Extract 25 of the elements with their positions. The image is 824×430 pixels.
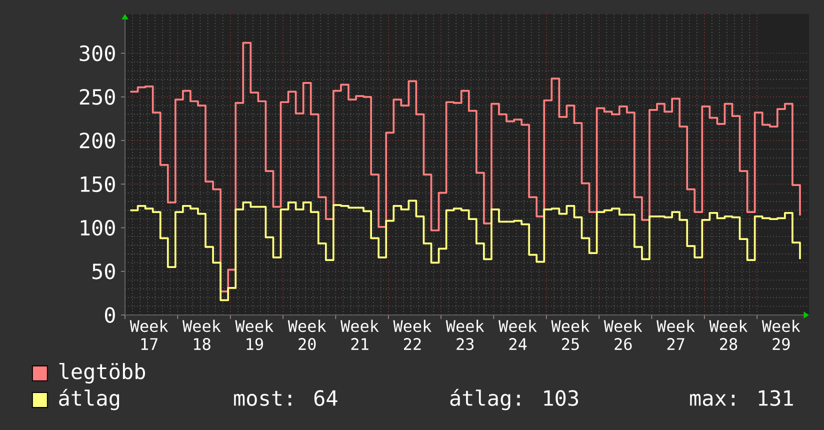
text: átlag: 103 [450, 388, 578, 410]
legend-label: átlag [59, 388, 120, 410]
y-tick-label: 200 [80, 132, 115, 148]
legend-label: legtöbb [59, 362, 146, 384]
x-tick-label: Week 17 [130, 320, 168, 350]
x-tick-label: Week 23 [446, 320, 484, 350]
y-tick-label: 300 [80, 45, 115, 62]
x-tick-label: Week 21 [340, 320, 379, 350]
x-tick-label: Week 24 [498, 320, 537, 350]
x-tick-label: Week 20 [288, 320, 326, 350]
x-tick-label: Week 25 [551, 320, 590, 350]
x-tick-label: Week 29 [762, 320, 800, 350]
y-tick-label: 50 [92, 263, 115, 280]
x-tick-label: Week 27 [656, 320, 695, 350]
text: max: 131 [690, 390, 793, 406]
y-tick-label: 100 [80, 220, 115, 236]
x-tick-label: Week 22 [393, 320, 432, 350]
x-tick-label: Week 28 [709, 320, 748, 350]
y-tick-label: 250 [80, 88, 115, 105]
y-tick-label: 0 [105, 307, 115, 323]
y-tick-label: 150 [80, 176, 115, 192]
x-tick-label: Week 18 [182, 320, 221, 350]
x-tick-label: Week 19 [235, 320, 274, 350]
text: most: 64 [234, 390, 338, 406]
x-tick-label: Week 26 [604, 320, 642, 350]
